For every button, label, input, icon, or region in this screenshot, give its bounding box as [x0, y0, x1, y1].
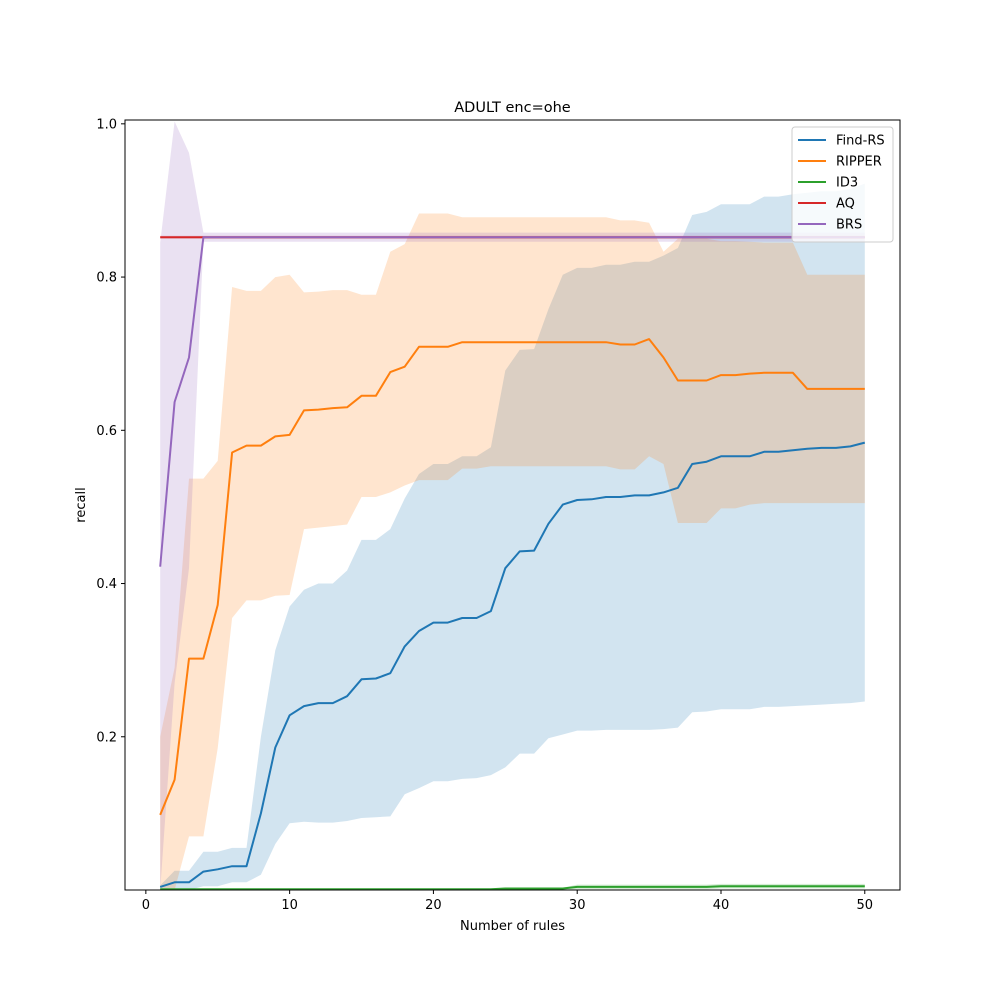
band-ripper — [160, 213, 865, 890]
legend-label: Find-RS — [836, 134, 885, 149]
axes-frame — [124, 119, 901, 891]
y-axis-label: recall — [74, 487, 89, 522]
chart-title: ADULT enc=ohe — [454, 100, 571, 116]
line-brs — [159, 236, 865, 567]
x-axis-ticks: 0 10 20 30 40 50 — [142, 890, 873, 913]
x-tick-label: 30 — [569, 898, 586, 913]
y-tick-label: 1.0 — [96, 117, 117, 132]
x-tick-label: 10 — [281, 898, 298, 913]
x-tick-label: 40 — [713, 898, 730, 913]
line-find-rs — [159, 441, 866, 888]
y-tick-label: 0.4 — [96, 577, 117, 592]
legend-label: RIPPER — [836, 155, 882, 170]
x-tick-label: 50 — [856, 898, 873, 913]
x-tick-label: 20 — [425, 898, 442, 913]
band-find-rs — [160, 183, 865, 891]
x-tick-label: 0 — [142, 898, 150, 913]
band-id3 — [160, 883, 865, 890]
x-axis-label: Number of rules — [460, 919, 565, 934]
legend-label: AQ — [836, 197, 855, 212]
y-tick-label: 0.8 — [96, 271, 117, 286]
series-lines — [159, 236, 866, 891]
y-axis-ticks: 0.2 0.4 0.6 0.8 1.0 — [96, 117, 125, 745]
legend: Find-RS RIPPER ID3 AQ BRS — [791, 126, 894, 243]
y-tick-label: 0.2 — [96, 730, 117, 745]
line-id3 — [160, 885, 865, 891]
legend-label: ID3 — [836, 176, 858, 191]
legend-box — [791, 126, 894, 243]
legend-label: BRS — [836, 218, 862, 233]
line-ripper — [159, 338, 865, 816]
y-tick-label: 0.6 — [96, 424, 117, 439]
